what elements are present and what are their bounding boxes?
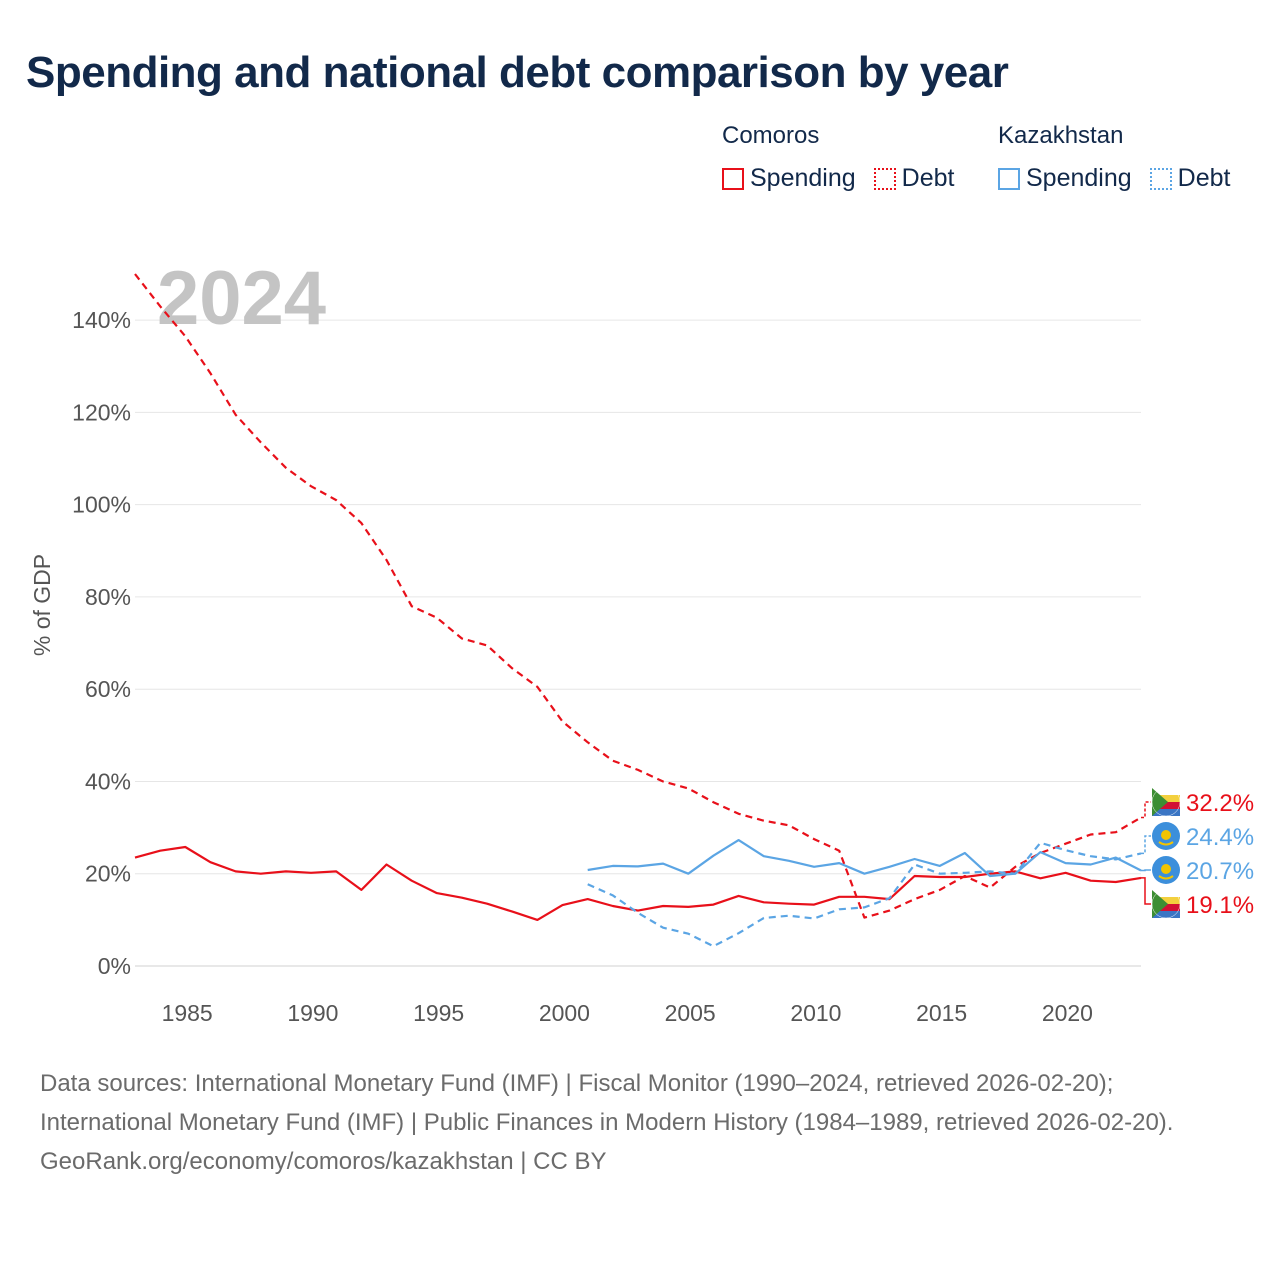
series-lines bbox=[134, 273, 1142, 948]
data-sources: Data sources: International Monetary Fun… bbox=[40, 1070, 1174, 1136]
end-label-leader bbox=[1141, 877, 1151, 905]
legend-country-comoros: Comoros bbox=[722, 122, 820, 149]
y-tick-label: 0% bbox=[98, 953, 131, 979]
flag-sun bbox=[1161, 864, 1171, 874]
x-tick-label: 2000 bbox=[539, 1000, 590, 1026]
end-label-leader bbox=[1141, 869, 1151, 872]
end-value-label: 19.1% bbox=[1186, 892, 1254, 919]
legend-label: Spending bbox=[750, 164, 856, 192]
end-value-label: 32.2% bbox=[1186, 790, 1254, 817]
end-label-leader bbox=[1141, 801, 1151, 819]
solid-swatch-icon bbox=[998, 167, 1020, 190]
y-tick-label: 40% bbox=[85, 768, 131, 794]
y-tick-label: 100% bbox=[72, 492, 131, 518]
x-tick-label: 1985 bbox=[162, 1000, 213, 1026]
grid-lines bbox=[135, 319, 1141, 967]
comoros-flag-icon bbox=[1151, 889, 1181, 919]
legend-label: Spending bbox=[1026, 164, 1132, 192]
credit-link[interactable]: GeoRank.org/economy/comoros/kazakhstan |… bbox=[40, 1148, 607, 1175]
x-tick-label: 2010 bbox=[790, 1000, 841, 1026]
legend-kazakhstan: Kazakhstan Spending Debt bbox=[998, 122, 1248, 193]
x-tick-label: 2005 bbox=[665, 1000, 716, 1026]
x-axis-ticks: 1985 1990 1995 2000 2005 2010 2015 2020 bbox=[162, 1000, 1093, 1026]
legend-comoros: Comoros Spending Debt bbox=[722, 122, 972, 193]
y-tick-label: 140% bbox=[72, 307, 131, 333]
x-tick-label: 2015 bbox=[916, 1000, 967, 1026]
legend-country-kazakhstan: Kazakhstan bbox=[998, 122, 1124, 149]
end-labels: 32.2% 19.1% 20.7% 24.4% bbox=[1141, 787, 1254, 919]
page-title: Spending and national debt comparison by… bbox=[26, 48, 1009, 97]
legend-label: Debt bbox=[901, 164, 955, 192]
flag-triangle-green bbox=[1152, 890, 1168, 918]
footer: Data sources: International Monetary Fun… bbox=[40, 1064, 1250, 1181]
flag-rim bbox=[1151, 787, 1181, 817]
series-line-kazakhstan-spending bbox=[587, 838, 1142, 878]
y-tick-label: 60% bbox=[85, 676, 131, 702]
kazakhstan-flag-icon bbox=[1152, 856, 1180, 884]
x-tick-label: 1990 bbox=[287, 1000, 338, 1026]
y-tick-label: 120% bbox=[72, 399, 131, 425]
dotted-swatch-icon bbox=[873, 167, 896, 190]
series-line-comoros-spending bbox=[134, 845, 1142, 922]
flag-rim bbox=[1151, 889, 1181, 919]
solid-swatch-icon bbox=[722, 167, 744, 190]
end-label-leader bbox=[1141, 835, 1151, 855]
legend-item-comoros-debt[interactable]: Debt bbox=[873, 164, 955, 193]
legend-label: Debt bbox=[1177, 164, 1231, 192]
line-chart: 2024 0% 20% 40% 60% 80% 100% 120% 140% 1985 1990… bbox=[29, 256, 1254, 1026]
y-axis-label: % of GDP bbox=[29, 554, 55, 656]
legend-item-comoros-spending[interactable]: Spending bbox=[722, 164, 856, 193]
series-line-comoros-debt bbox=[134, 273, 1142, 919]
comoros-flag-icon bbox=[1151, 787, 1181, 817]
x-tick-label: 2020 bbox=[1042, 1000, 1093, 1026]
y-axis-ticks: 0% 20% 40% 60% 80% 100% 120% 140% bbox=[72, 307, 131, 979]
series-line-kazakhstan-debt bbox=[587, 841, 1142, 948]
end-value-label: 24.4% bbox=[1186, 824, 1254, 851]
y-tick-label: 20% bbox=[85, 861, 131, 887]
flag-eagle bbox=[1158, 841, 1174, 846]
flag-triangle-green bbox=[1152, 788, 1168, 816]
y-tick-label: 80% bbox=[85, 584, 131, 610]
flag-sun bbox=[1161, 830, 1171, 840]
legend-item-kazakhstan-debt[interactable]: Debt bbox=[1149, 164, 1231, 193]
kazakhstan-flag-icon bbox=[1152, 822, 1180, 850]
flag-eagle bbox=[1158, 875, 1174, 880]
legend-item-kazakhstan-spending[interactable]: Spending bbox=[998, 164, 1132, 193]
year-watermark: 2024 bbox=[157, 256, 326, 341]
end-value-label: 20.7% bbox=[1186, 858, 1254, 885]
dotted-swatch-icon bbox=[1149, 167, 1172, 190]
x-tick-label: 1995 bbox=[413, 1000, 464, 1026]
